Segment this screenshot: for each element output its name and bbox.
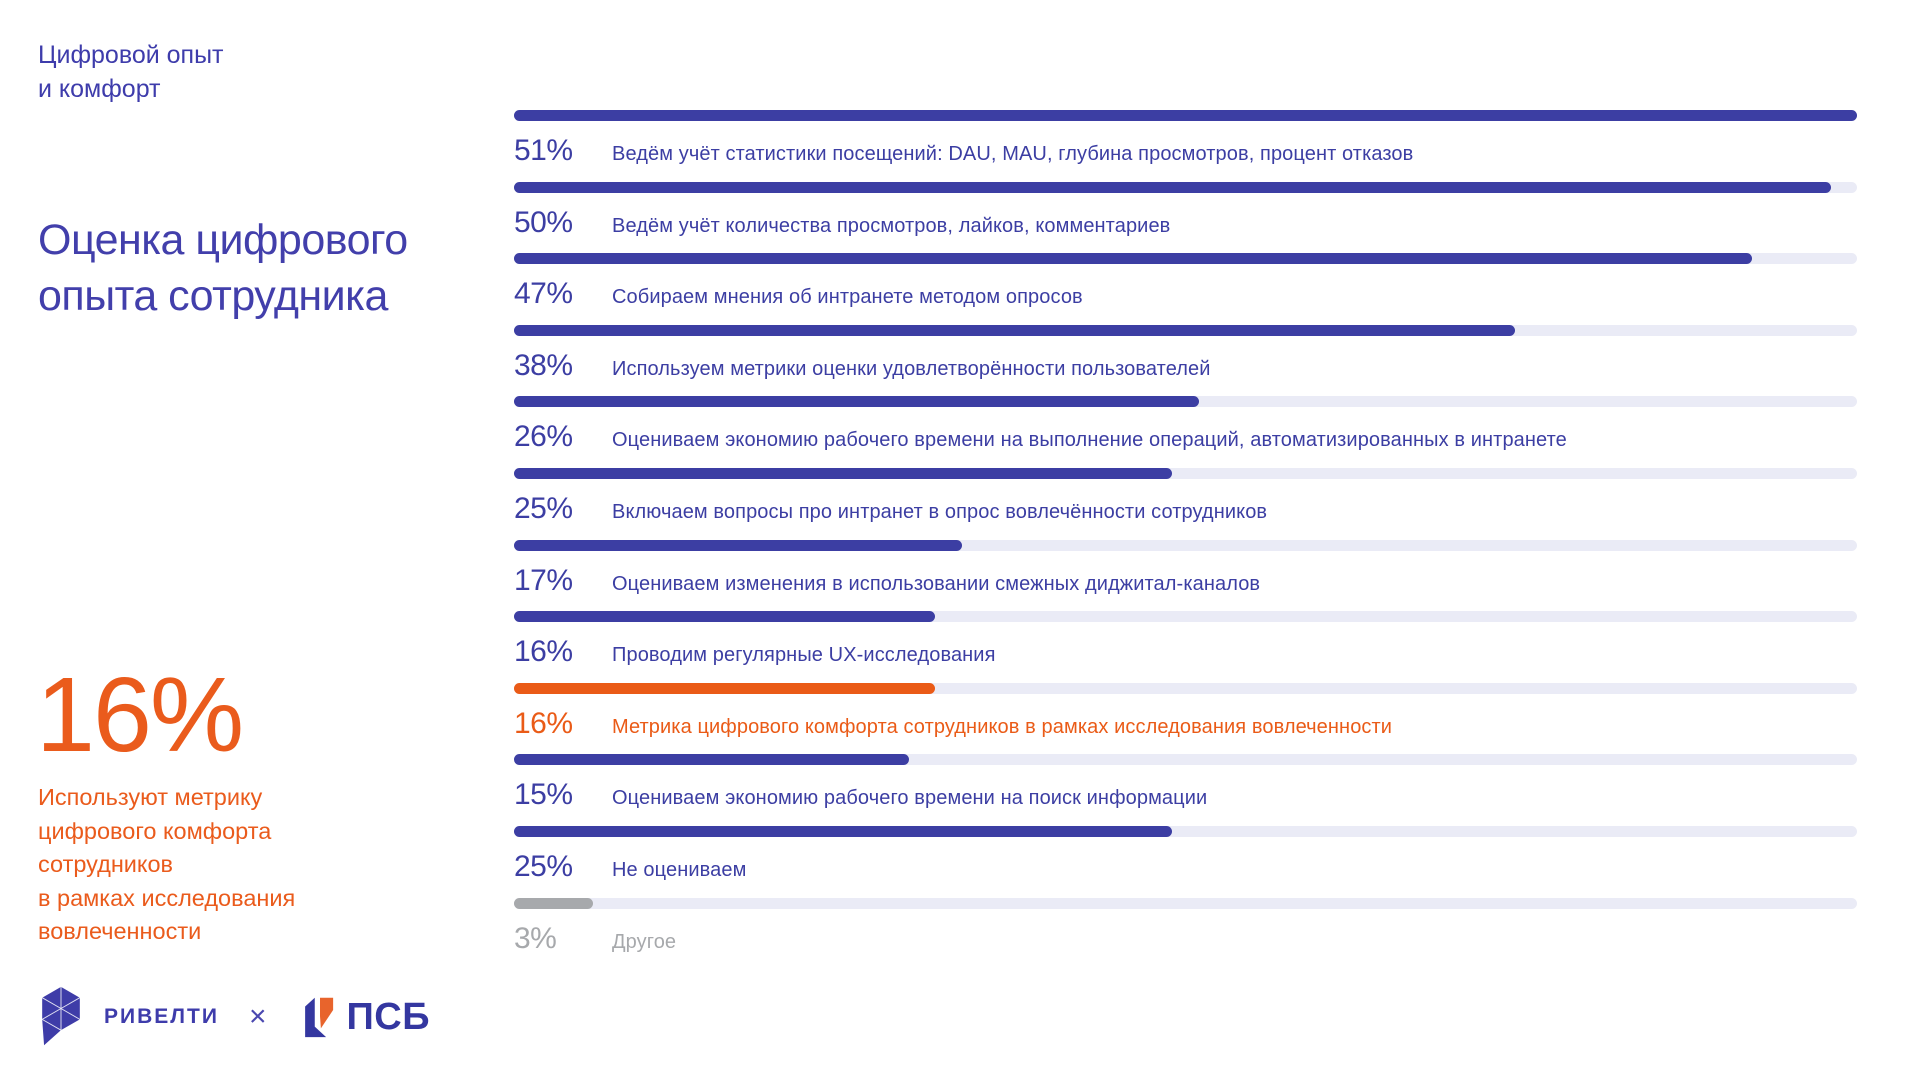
bar-fill xyxy=(514,754,909,766)
bar-track xyxy=(514,324,1857,336)
highlight-description: Используют метрику цифрового комфорта со… xyxy=(38,784,296,944)
psb-logo-text: ПСБ xyxy=(346,995,431,1038)
bar-fill xyxy=(514,539,962,551)
bar-fill xyxy=(514,611,936,623)
chart-row: 3% Другое xyxy=(514,897,1857,956)
bar-track xyxy=(514,539,1857,551)
chart-row: 50% Ведём учёт количества просмотров, ла… xyxy=(514,181,1857,240)
bar-value-label: 3% xyxy=(514,921,557,955)
bar-category-label: Проводим регулярные UX-исследования xyxy=(612,644,996,667)
bar-category-label: Метрика цифрового комфорта сотрудников в… xyxy=(612,715,1393,738)
bar-fill xyxy=(514,682,936,694)
bar-track xyxy=(514,396,1857,408)
bar-value-label: 17% xyxy=(514,563,573,597)
bar-category-label: Оцениваем изменения в использовании смеж… xyxy=(612,572,1261,595)
psb-logo: ПСБ xyxy=(292,994,430,1040)
bar-category-label: Ведём учёт количества просмотров, лайков… xyxy=(612,214,1171,237)
rivelti-logo-text: РИВЕЛТИ xyxy=(104,1005,219,1028)
bar-track xyxy=(514,611,1857,623)
bar-fill xyxy=(514,110,1857,121)
bar-fill xyxy=(514,181,1831,193)
bar-category-label: Оцениваем экономию рабочего времени на в… xyxy=(612,429,1567,452)
bar-track xyxy=(514,754,1857,766)
bar-chart: 51% Ведём учёт статистики посещений: DAU… xyxy=(514,110,1857,990)
bar-fill xyxy=(514,826,1173,837)
bar-value-label: 50% xyxy=(514,205,573,239)
chart-row: 16% Метрика цифрового комфорта сотрудник… xyxy=(514,682,1857,741)
chart-row: 51% Ведём учёт статистики посещений: DAU… xyxy=(514,110,1857,168)
bar-fill xyxy=(514,468,1173,479)
chart-row: 17% Оцениваем изменения в использовании … xyxy=(514,539,1857,598)
highlight-value: 16% xyxy=(36,656,244,774)
bar-track xyxy=(514,468,1857,479)
collab-x-icon: × xyxy=(248,1000,267,1033)
bar-fill xyxy=(514,324,1515,336)
bar-category-label: Используем метрики оценки удовлетворённо… xyxy=(612,357,1211,380)
bar-track xyxy=(514,181,1857,193)
bar-track xyxy=(514,253,1857,265)
chart-row: 47% Собираем мнения об интранете методом… xyxy=(514,253,1857,311)
bar-value-label: 25% xyxy=(514,492,573,525)
page-title: Оценка цифрового опыта сотрудника xyxy=(38,216,408,320)
partner-logos: РИВЕЛТИ × ПСБ xyxy=(38,985,430,1049)
bar-track xyxy=(514,110,1857,121)
bar-fill xyxy=(514,396,1199,408)
bar-track xyxy=(514,682,1857,694)
bar-category-label: Не оцениваем xyxy=(612,859,747,881)
bar-value-label: 47% xyxy=(514,277,573,311)
bar-category-label: Собираем мнения об интранете методом опр… xyxy=(612,286,1083,309)
chart-row: 15% Оцениваем экономию рабочего времени … xyxy=(514,754,1857,812)
bar-category-label: Ведём учёт статистики посещений: DAU, MA… xyxy=(612,143,1414,165)
bar-track xyxy=(514,826,1857,837)
bar-category-label: Включаем вопросы про интранет в опрос во… xyxy=(612,501,1268,523)
bar-value-label: 16% xyxy=(514,706,573,740)
bar-value-label: 38% xyxy=(514,348,573,382)
bar-category-label: Другое xyxy=(612,930,677,953)
bar-value-label: 51% xyxy=(514,134,573,167)
eyebrow-text: Цифровой опыт и комфорт xyxy=(38,41,224,103)
chart-row: 16% Проводим регулярные UX-исследования xyxy=(514,611,1857,669)
chart-row: 38% Используем метрики оценки удовлетвор… xyxy=(514,324,1857,383)
chart-row: 25% Не оцениваем xyxy=(514,826,1857,884)
bar-fill xyxy=(514,253,1752,265)
bar-value-label: 26% xyxy=(514,420,573,454)
bar-value-label: 25% xyxy=(514,850,573,883)
psb-logo-icon xyxy=(305,997,334,1038)
bar-value-label: 16% xyxy=(514,635,573,669)
chart-row: 26% Оцениваем экономию рабочего времени … xyxy=(514,396,1857,454)
rivelti-logo-icon xyxy=(41,986,81,1046)
bar-category-label: Оцениваем экономию рабочего времени на п… xyxy=(612,787,1208,810)
bar-value-label: 15% xyxy=(514,778,573,812)
chart-row: 25% Включаем вопросы про интранет в опро… xyxy=(514,468,1857,526)
bar-track xyxy=(514,897,1857,909)
bar-fill xyxy=(514,897,593,909)
